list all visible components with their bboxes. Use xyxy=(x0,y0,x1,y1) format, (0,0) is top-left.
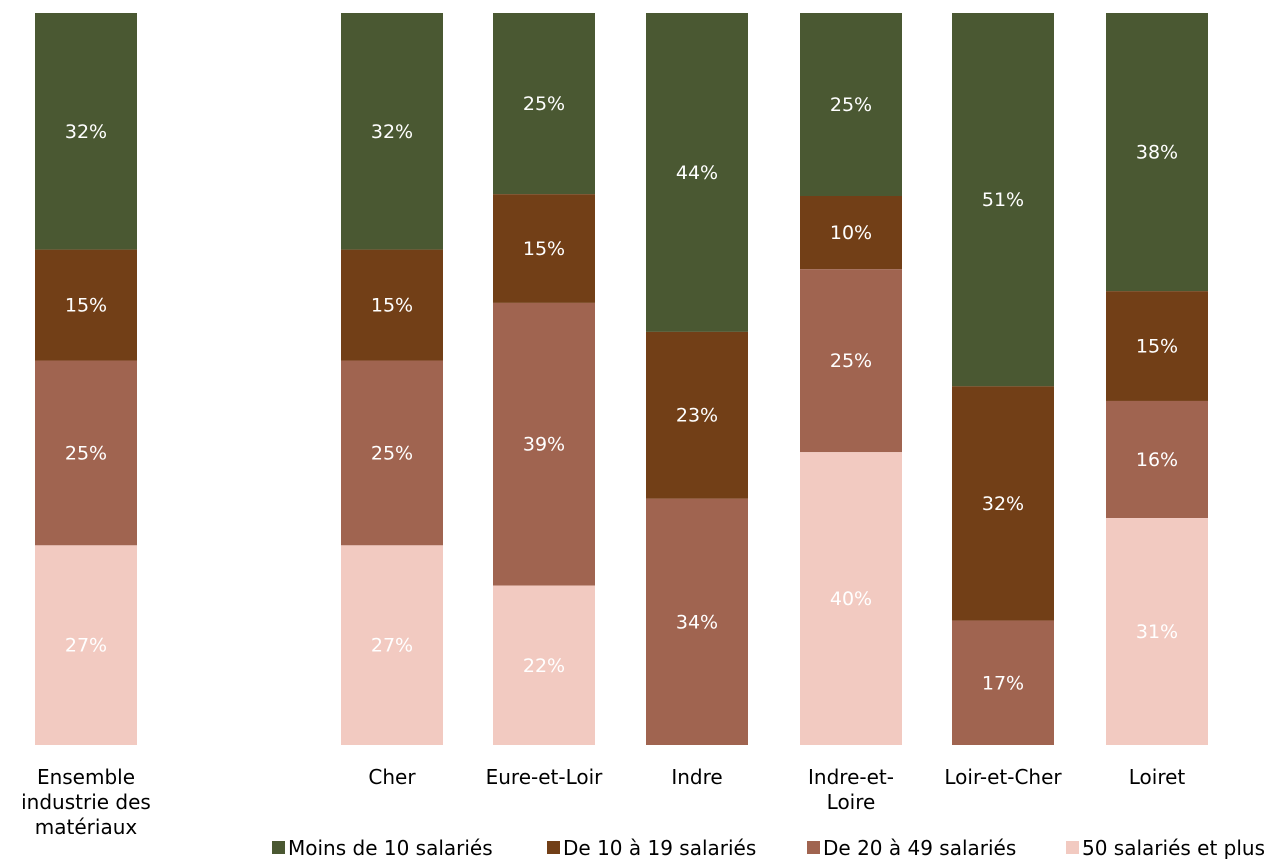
bar-segment xyxy=(800,452,902,745)
category-label-line: Eure-et-Loir xyxy=(486,765,604,789)
data-label: 15% xyxy=(65,295,107,317)
bar-segment xyxy=(35,360,137,546)
data-label: 38% xyxy=(1136,142,1178,164)
category-label: Cher xyxy=(368,765,416,789)
bar-segment xyxy=(1106,518,1208,745)
data-label: 51% xyxy=(982,189,1024,211)
category-label-line: Indre xyxy=(671,765,722,789)
bar-segment xyxy=(646,498,748,745)
bar-segment xyxy=(493,585,595,745)
bars-group: 32% 15% 25% 27% 32% 15% 25% 27% 25% 15% 39% 22% 44% 2… xyxy=(35,13,1208,745)
bar-segment xyxy=(1106,400,1208,519)
category-label-line: Loire xyxy=(827,790,876,814)
bar-segment xyxy=(35,545,137,745)
data-label: 25% xyxy=(65,442,107,464)
data-label: 15% xyxy=(371,295,413,317)
category-labels: Ensemble industrie des matériaux Cher Eure-e… xyxy=(21,765,1185,839)
bar-segment xyxy=(800,196,902,270)
data-label: 34% xyxy=(676,611,718,633)
bar-segment xyxy=(341,360,443,546)
data-label: 17% xyxy=(982,672,1024,694)
legend-entry: Moins de 10 salariés xyxy=(288,836,493,859)
bar-segment xyxy=(800,269,902,453)
bar-segment xyxy=(952,620,1054,745)
legend: Moins de 10 salariés De 10 à 19 salariés D… xyxy=(272,836,1265,859)
category-label-line: Indre-et- xyxy=(808,765,894,789)
legend-swatch xyxy=(272,841,285,854)
data-label: 23% xyxy=(676,405,718,427)
bar-segment xyxy=(35,249,137,361)
legend-swatch xyxy=(1066,841,1079,854)
category-label-line: Loir-et-Cher xyxy=(944,765,1062,789)
data-label: 10% xyxy=(830,222,872,244)
data-label: 15% xyxy=(523,238,565,260)
category-label: Indre-et-Loire xyxy=(808,765,894,814)
category-label: Indre xyxy=(671,765,722,789)
data-label: 22% xyxy=(523,655,565,677)
data-label: 32% xyxy=(65,121,107,143)
bar-segment xyxy=(35,13,137,250)
category-label: Eure-et-Loir xyxy=(486,765,604,789)
category-label: Ensemble industrie des matériaux xyxy=(21,765,151,839)
data-label: 32% xyxy=(982,493,1024,515)
data-label: 25% xyxy=(371,442,413,464)
data-label: 25% xyxy=(830,350,872,372)
legend-entry: De 20 à 49 salariés xyxy=(823,836,1016,859)
data-label: 27% xyxy=(65,635,107,657)
bar-segment xyxy=(341,249,443,361)
category-label: Loiret xyxy=(1129,765,1186,789)
data-label: 25% xyxy=(523,93,565,115)
data-label: 31% xyxy=(1136,621,1178,643)
category-label: Loir-et-Cher xyxy=(944,765,1062,789)
legend-swatch xyxy=(807,841,820,854)
category-label-line: Cher xyxy=(368,765,416,789)
data-label: 39% xyxy=(523,434,565,456)
category-label-line: industrie des xyxy=(21,790,151,814)
bar-segment xyxy=(493,194,595,303)
bar-segment xyxy=(1106,291,1208,401)
category-label-line: Ensemble xyxy=(37,765,135,789)
bar-segment xyxy=(341,13,443,250)
bar-segment xyxy=(1106,13,1208,292)
data-label: 44% xyxy=(676,162,718,184)
bar-segment xyxy=(341,545,443,745)
data-label: 25% xyxy=(830,94,872,116)
data-label: 40% xyxy=(830,588,872,610)
data-label: 27% xyxy=(371,635,413,657)
bar-segment xyxy=(493,302,595,586)
legend-swatch xyxy=(547,841,560,854)
bar-segment xyxy=(800,13,902,196)
data-label: 16% xyxy=(1136,449,1178,471)
legend-entry: De 10 à 19 salariés xyxy=(563,836,756,859)
bar-segment xyxy=(952,13,1054,387)
bar-segment xyxy=(646,331,748,499)
bar-segment xyxy=(493,13,595,195)
category-label-line: Loiret xyxy=(1129,765,1186,789)
data-label: 15% xyxy=(1136,336,1178,358)
data-label: 32% xyxy=(371,121,413,143)
category-label-line: matériaux xyxy=(35,815,138,839)
bar-segment xyxy=(646,13,748,332)
bar-segment xyxy=(952,386,1054,621)
legend-entry: 50 salariés et plus xyxy=(1082,836,1265,859)
